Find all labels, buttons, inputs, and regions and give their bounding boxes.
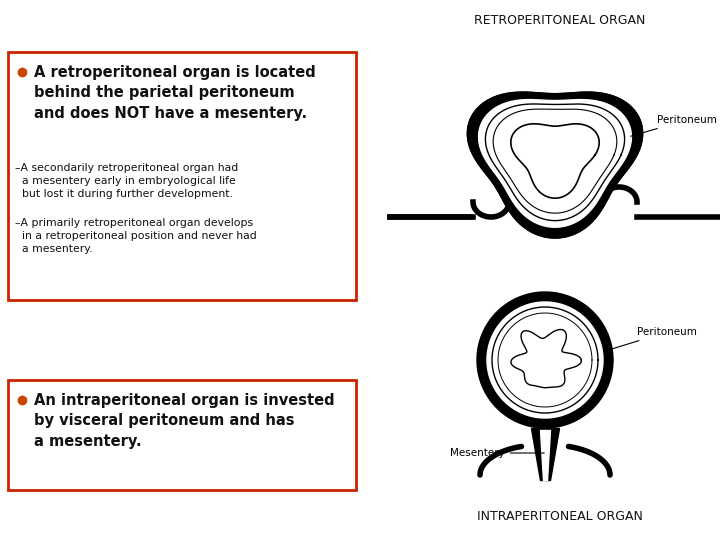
Polygon shape	[477, 292, 613, 428]
Text: –A secondarily retroperitoneal organ had
  a mesentery early in embryological li: –A secondarily retroperitoneal organ had…	[15, 163, 238, 199]
Text: RETROPERITONEAL ORGAN: RETROPERITONEAL ORGAN	[474, 14, 646, 27]
Polygon shape	[511, 329, 582, 388]
FancyBboxPatch shape	[8, 380, 356, 490]
Text: A retroperitoneal organ is located
behind the parietal peritoneum
and does NOT h: A retroperitoneal organ is located behin…	[34, 65, 316, 121]
Text: Peritoneum: Peritoneum	[631, 115, 717, 136]
Polygon shape	[467, 92, 643, 238]
Polygon shape	[510, 124, 599, 198]
Text: Mesentery: Mesentery	[450, 448, 544, 458]
Polygon shape	[487, 302, 603, 418]
FancyBboxPatch shape	[8, 52, 356, 300]
Polygon shape	[510, 124, 599, 198]
Text: –A primarily retroperitoneal organ develops
  in a retroperitoneal position and : –A primarily retroperitoneal organ devel…	[15, 218, 257, 254]
Polygon shape	[467, 92, 643, 238]
Text: INTRAPERITONEAL ORGAN: INTRAPERITONEAL ORGAN	[477, 510, 643, 523]
Text: Peritoneum: Peritoneum	[605, 327, 697, 351]
Text: An intraperitoneal organ is invested
by visceral peritoneum and has
a mesentery.: An intraperitoneal organ is invested by …	[34, 393, 335, 449]
Polygon shape	[479, 99, 631, 227]
Polygon shape	[479, 99, 631, 227]
